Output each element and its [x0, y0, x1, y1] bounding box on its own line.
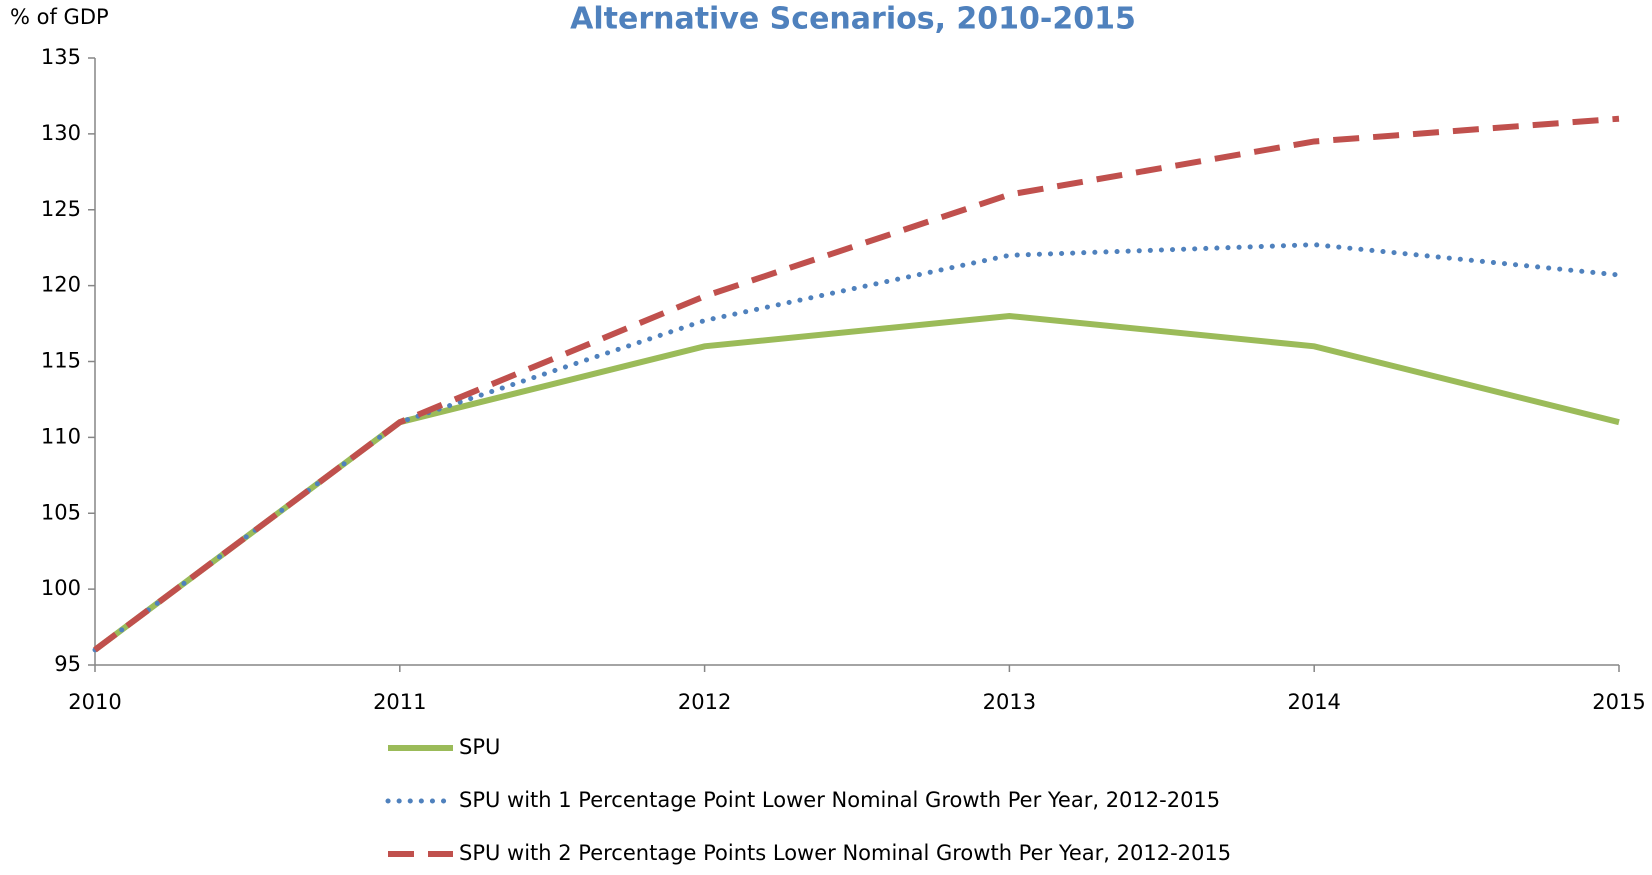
- series-line: [93, 115, 1620, 653]
- x-tick-label: 2012: [678, 690, 731, 714]
- x-tick-label: 2013: [983, 690, 1036, 714]
- series-line: [93, 312, 1620, 653]
- y-tick-label: 115: [41, 349, 81, 373]
- x-tick-label: 2015: [1592, 690, 1645, 714]
- chart-title: Alternative Scenarios, 2010-2015: [570, 2, 1136, 37]
- y-tick-label: 120: [41, 273, 81, 297]
- x-tick-label: 2011: [373, 690, 426, 714]
- y-tick-label: 110: [41, 424, 81, 448]
- y-tick-label: 105: [41, 500, 81, 524]
- legend-label: SPU with 2 Percentage Points Lower Nomin…: [459, 841, 1231, 865]
- y-tick-label: 135: [41, 45, 81, 69]
- legend-label: SPU with 1 Percentage Point Lower Nomina…: [459, 788, 1220, 812]
- y-tick-label: 100: [41, 576, 81, 600]
- legend-label: SPU: [459, 735, 500, 759]
- y-axis-label: % of GDP: [10, 5, 109, 29]
- series-line: [92, 242, 1622, 653]
- y-tick-label: 95: [54, 652, 81, 676]
- y-tick-label: 125: [41, 197, 81, 221]
- x-tick-label: 2010: [68, 690, 121, 714]
- x-tick-label: 2014: [1287, 690, 1340, 714]
- y-tick-label: 130: [41, 121, 81, 145]
